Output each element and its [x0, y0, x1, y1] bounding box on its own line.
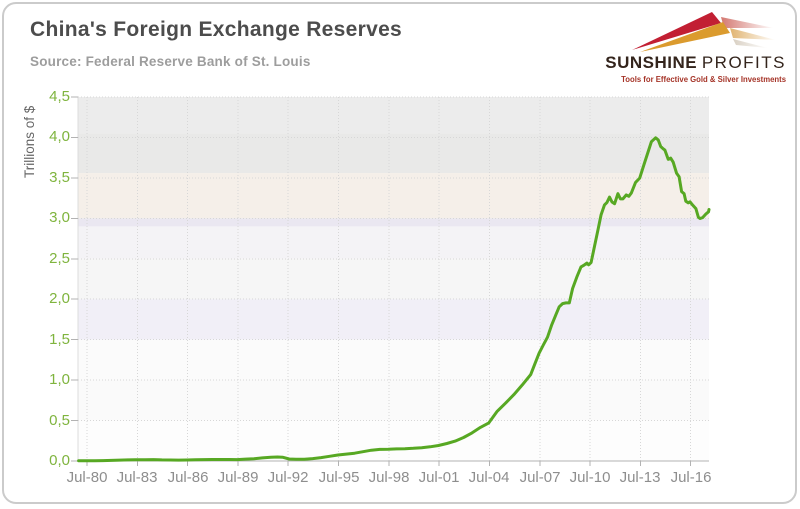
chart-source: Source: Federal Reserve Bank of St. Loui… [30, 54, 311, 69]
y-tick-label: 3,5 [49, 169, 70, 186]
logo-tagline: Tools for Effective Gold & Silver Invest… [621, 74, 786, 84]
y-tick-label: 1,5 [49, 331, 70, 348]
x-tick-label: Jul-07 [519, 469, 561, 486]
sunshine-profits-logo: SUNSHINE PROFITS Tools for Effective Gol… [586, 8, 786, 84]
plot-band [78, 133, 709, 174]
logo-word-profits: PROFITS [701, 53, 786, 72]
plot-band [78, 258, 709, 300]
y-tick-label: 3,0 [49, 209, 70, 226]
x-tick-label: Jul-83 [116, 469, 158, 486]
x-tick-label: Jul-89 [217, 469, 259, 486]
x-tick-label: Jul-86 [167, 469, 209, 486]
plot-band [78, 339, 709, 381]
logo-wordmark: SUNSHINE PROFITS [586, 53, 786, 73]
plot-band [78, 173, 709, 219]
plot-band [78, 420, 709, 461]
x-tick-label: Jul-92 [267, 469, 309, 486]
x-tick-label: Jul-95 [318, 469, 360, 486]
y-tick-label: 2,0 [49, 290, 70, 307]
y-tick-label: 0,0 [49, 452, 70, 469]
plot-band [78, 226, 709, 259]
plot-band [78, 299, 709, 340]
plot-band [78, 380, 709, 421]
plot-band [78, 218, 709, 227]
y-tick-label: 2,5 [49, 250, 70, 267]
x-tick-label: Jul-13 [619, 469, 661, 486]
plot-band [78, 97, 709, 134]
reserves-line-series [77, 136, 711, 463]
x-tick-label: Jul-16 [670, 469, 712, 486]
x-tick-label: Jul-10 [569, 469, 611, 486]
x-tick-label: Jul-80 [66, 469, 108, 486]
x-tick-label: Jul-98 [368, 469, 410, 486]
y-tick-label: 4,5 [49, 88, 70, 105]
x-tick-label: Jul-01 [418, 469, 460, 486]
y-tick-label: 1,0 [49, 371, 70, 388]
logo-word-sunshine: SUNSHINE [605, 53, 698, 72]
y-tick-label: 4,0 [49, 128, 70, 145]
x-tick-label: Jul-04 [468, 469, 510, 486]
y-tick-label: 0,5 [49, 412, 70, 429]
chart-title: China's Foreign Exchange Reserves [30, 18, 403, 41]
sunshine-swoosh-icon [632, 12, 776, 52]
